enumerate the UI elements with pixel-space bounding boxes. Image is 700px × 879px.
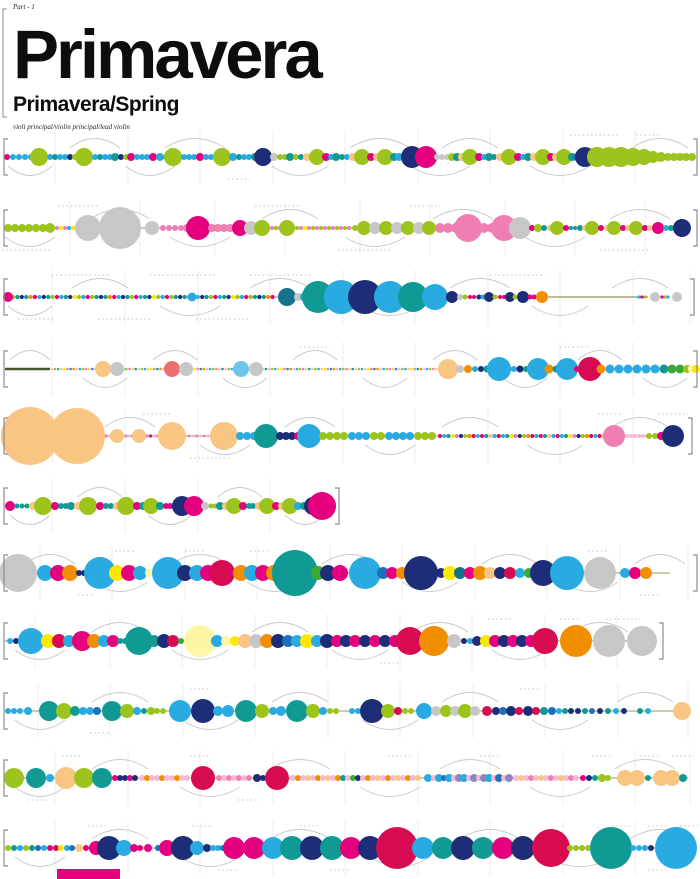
page-title: Primavera [13, 16, 323, 93]
bottom-left-color-swatch [57, 869, 120, 879]
header: Part - 1 Primavera Primavera/Spring viol… [13, 0, 323, 131]
page-subtitle: Primavera/Spring [13, 93, 179, 116]
instrument-label: violi principal/violin principal/lead vi… [13, 123, 130, 131]
part-label: Part - 1 [13, 3, 35, 11]
